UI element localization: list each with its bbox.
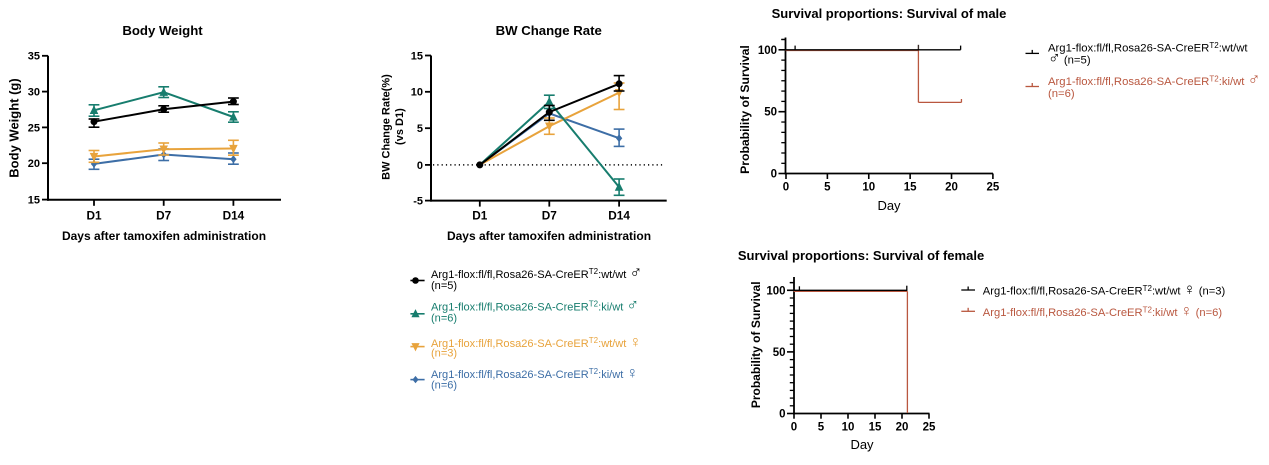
svg-text:20: 20 [896, 422, 909, 434]
svg-text:(n=6): (n=6) [1048, 88, 1075, 100]
svg-text:Days after tamoxifen administr: Days after tamoxifen administration [447, 229, 651, 243]
svg-text:D14: D14 [608, 209, 630, 223]
svg-text:100: 100 [766, 285, 785, 297]
svg-text:Arg1-flox:fl/fl,Rosa26-SA-CreE: Arg1-flox:fl/fl,Rosa26-SA-CreERT2:wt/wt … [983, 282, 1226, 299]
svg-text:(vs D1): (vs D1) [394, 108, 406, 145]
svg-text:Probability of Survival: Probability of Survival [749, 281, 763, 408]
svg-text:D1: D1 [86, 209, 102, 223]
svg-text:(n=6): (n=6) [431, 379, 457, 391]
svg-text:100: 100 [758, 45, 777, 57]
svg-text:Body Weight: Body Weight [122, 23, 203, 38]
svg-text:Probability of Survival: Probability of Survival [738, 45, 752, 174]
svg-text:5: 5 [417, 123, 423, 135]
svg-text:BW Change Rate(%): BW Change Rate(%) [381, 74, 393, 180]
svg-text:D7: D7 [542, 209, 558, 223]
svg-text:D1: D1 [472, 209, 488, 223]
svg-text:BW Change Rate: BW Change Rate [496, 23, 602, 38]
svg-text:25: 25 [923, 422, 936, 434]
svg-text:50: 50 [773, 347, 786, 359]
svg-text:10: 10 [411, 87, 423, 99]
svg-text:Day: Day [850, 437, 874, 452]
svg-text:5: 5 [818, 422, 825, 434]
svg-text:Body Weight (g): Body Weight (g) [7, 78, 22, 177]
svg-text:25: 25 [987, 182, 1000, 194]
svg-text:(n=6): (n=6) [431, 313, 457, 325]
svg-text:20: 20 [28, 158, 40, 170]
svg-text:(n=5): (n=5) [431, 280, 457, 292]
svg-text:0: 0 [783, 182, 789, 194]
svg-text:35: 35 [28, 51, 40, 63]
svg-text:-5: -5 [413, 196, 423, 208]
svg-text:Survival proportions: Surviva: Survival proportions: Survival of male [772, 6, 1007, 21]
svg-text:0: 0 [779, 409, 785, 421]
svg-text:(n=3): (n=3) [431, 348, 457, 360]
svg-text:Arg1-flox:fl/fl,Rosa26-SA-CreE: Arg1-flox:fl/fl,Rosa26-SA-CreERT2:ki/wt … [983, 303, 1223, 320]
svg-text:Arg1-flox:fl/fl,Rosa26-SA-CreE: Arg1-flox:fl/fl,Rosa26-SA-CreERT2:ki/wt … [431, 365, 638, 382]
svg-text:15: 15 [411, 50, 423, 62]
svg-text:10: 10 [842, 422, 855, 434]
svg-text:20: 20 [945, 182, 958, 194]
svg-text:D7: D7 [156, 209, 172, 223]
svg-text:15: 15 [869, 422, 882, 434]
svg-text:15: 15 [904, 182, 917, 194]
svg-text:0: 0 [771, 169, 777, 181]
svg-text:0: 0 [791, 422, 797, 434]
svg-text:25: 25 [28, 122, 40, 134]
svg-text:D14: D14 [223, 209, 245, 223]
svg-text:50: 50 [764, 107, 777, 119]
svg-text:15: 15 [28, 195, 40, 207]
svg-text:30: 30 [28, 87, 40, 99]
svg-text:0: 0 [417, 160, 423, 172]
svg-text:5: 5 [824, 182, 831, 194]
svg-text:Day: Day [877, 198, 901, 213]
svg-text:Days after tamoxifen administr: Days after tamoxifen administration [62, 229, 266, 243]
svg-text:Survival proportions: Surviva: Survival proportions: Survival of female [738, 248, 984, 263]
svg-text:Arg1-flox:fl/fl,Rosa26-SA-CreE: Arg1-flox:fl/fl,Rosa26-SA-CreERT2:wt/wt [1048, 41, 1248, 55]
svg-text:10: 10 [862, 182, 875, 194]
